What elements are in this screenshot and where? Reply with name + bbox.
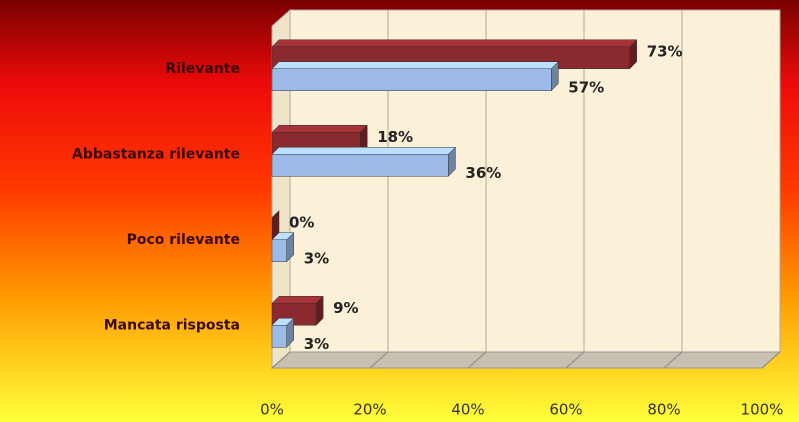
category-label: Rilevante [165, 61, 240, 77]
value-label: 3% [304, 249, 329, 267]
bar-top [271, 125, 368, 133]
bar [271, 154, 449, 177]
value-label: 18% [377, 128, 413, 146]
floor-grid-line [761, 351, 781, 369]
x-tick-label: 20% [353, 401, 386, 419]
category-label: Abbastanza rilevante [72, 146, 240, 162]
bar-top [271, 39, 638, 47]
bar-top [271, 61, 559, 69]
bar [271, 68, 552, 91]
x-tick-label: 100% [741, 401, 784, 419]
value-label: 3% [304, 335, 329, 353]
x-tick-label: 40% [451, 401, 484, 419]
category-label: Poco rilevante [127, 232, 240, 248]
floor [270, 351, 782, 369]
category-label: Mancata risposta [104, 317, 240, 333]
x-tick-label: 0% [260, 401, 284, 419]
floor-grid-line [369, 351, 389, 369]
value-label: 57% [568, 78, 604, 96]
bar-top [271, 147, 457, 155]
floor-grid-line [467, 351, 487, 369]
value-label: 9% [333, 299, 358, 317]
bar [271, 239, 287, 262]
floor-grid-line [663, 351, 683, 369]
floor-grid-line [565, 351, 585, 369]
value-label: 36% [465, 164, 501, 182]
floor-grid-line [271, 351, 291, 369]
value-label: 73% [647, 42, 683, 60]
bar [271, 325, 287, 348]
x-tick-label: 80% [647, 401, 680, 419]
value-label: 0% [289, 213, 314, 231]
bar-top [271, 296, 324, 304]
x-tick-label: 60% [549, 401, 582, 419]
